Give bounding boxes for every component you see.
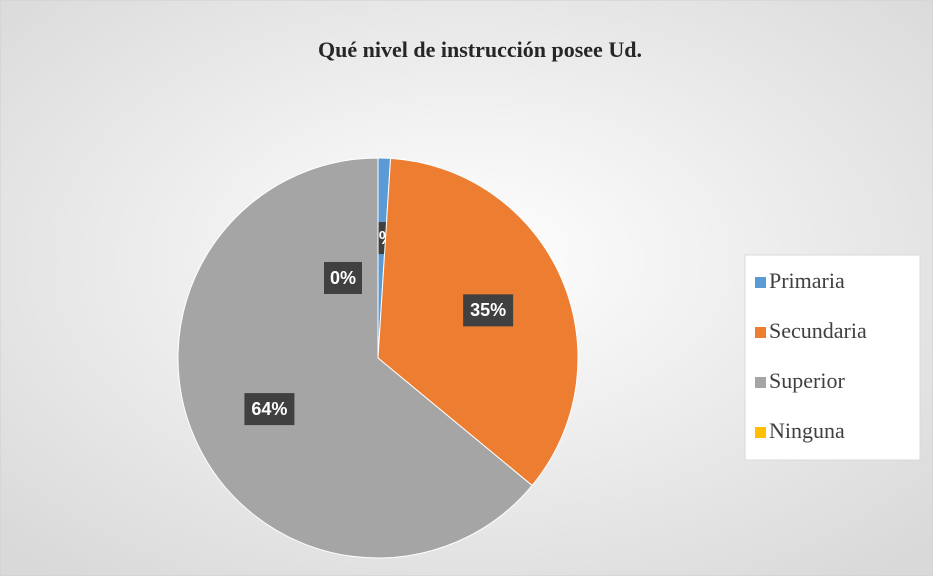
legend-swatch bbox=[755, 277, 766, 288]
data-label: 0% bbox=[330, 268, 356, 288]
data-label: 35% bbox=[470, 300, 506, 320]
data-label-box bbox=[244, 393, 295, 426]
legend-box bbox=[744, 254, 921, 461]
pie-slice bbox=[177, 157, 533, 559]
legend-label: Secundaria bbox=[769, 318, 867, 343]
chart-title: Qué nivel de instrucción posee Ud. bbox=[318, 37, 642, 62]
legend-swatch bbox=[755, 427, 766, 438]
data-label-box bbox=[324, 262, 362, 294]
data-label: 64% bbox=[251, 399, 287, 419]
legend-swatch bbox=[755, 327, 766, 338]
legend-label: Superior bbox=[769, 368, 845, 393]
legend-label: Primaria bbox=[769, 268, 845, 293]
data-label-box bbox=[463, 294, 514, 327]
legend-label: Ninguna bbox=[769, 418, 845, 443]
legend-swatch bbox=[755, 377, 766, 388]
